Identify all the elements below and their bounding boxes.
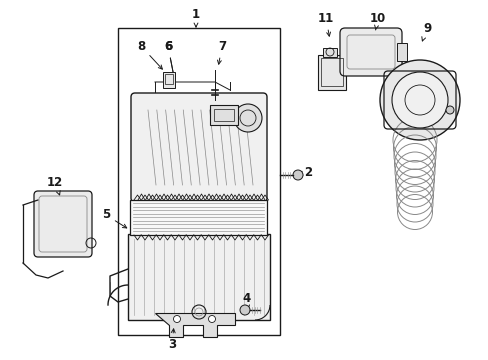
Bar	[164, 74, 173, 84]
Circle shape	[240, 305, 249, 315]
Polygon shape	[155, 313, 235, 337]
Bar	[214, 109, 234, 121]
Bar	[209, 105, 238, 125]
Circle shape	[234, 104, 262, 132]
Bar	[163, 72, 175, 88]
Text: 7: 7	[217, 40, 225, 64]
Text: 4: 4	[243, 292, 251, 309]
Circle shape	[391, 72, 447, 128]
Text: 10: 10	[369, 12, 386, 30]
Text: 9: 9	[421, 22, 430, 41]
Circle shape	[292, 170, 303, 180]
Bar	[317, 55, 346, 90]
Text: 2: 2	[298, 166, 311, 179]
Circle shape	[445, 106, 453, 114]
Bar	[118, 28, 280, 335]
Text: 3: 3	[167, 329, 176, 351]
FancyBboxPatch shape	[131, 93, 266, 202]
Bar	[396, 43, 406, 61]
Text: 1: 1	[192, 8, 200, 27]
Text: 6: 6	[163, 40, 175, 78]
Text: 5: 5	[102, 208, 126, 228]
Text: 12: 12	[47, 175, 63, 195]
Text: 8: 8	[137, 40, 162, 69]
Circle shape	[208, 315, 215, 323]
FancyBboxPatch shape	[34, 191, 92, 257]
Circle shape	[173, 315, 180, 323]
Circle shape	[379, 60, 459, 140]
FancyBboxPatch shape	[339, 28, 401, 76]
Bar	[130, 200, 266, 235]
Bar	[320, 58, 342, 86]
Text: 11: 11	[317, 12, 333, 36]
Bar	[128, 234, 269, 320]
Text: 6: 6	[163, 40, 175, 78]
Bar	[323, 48, 336, 57]
